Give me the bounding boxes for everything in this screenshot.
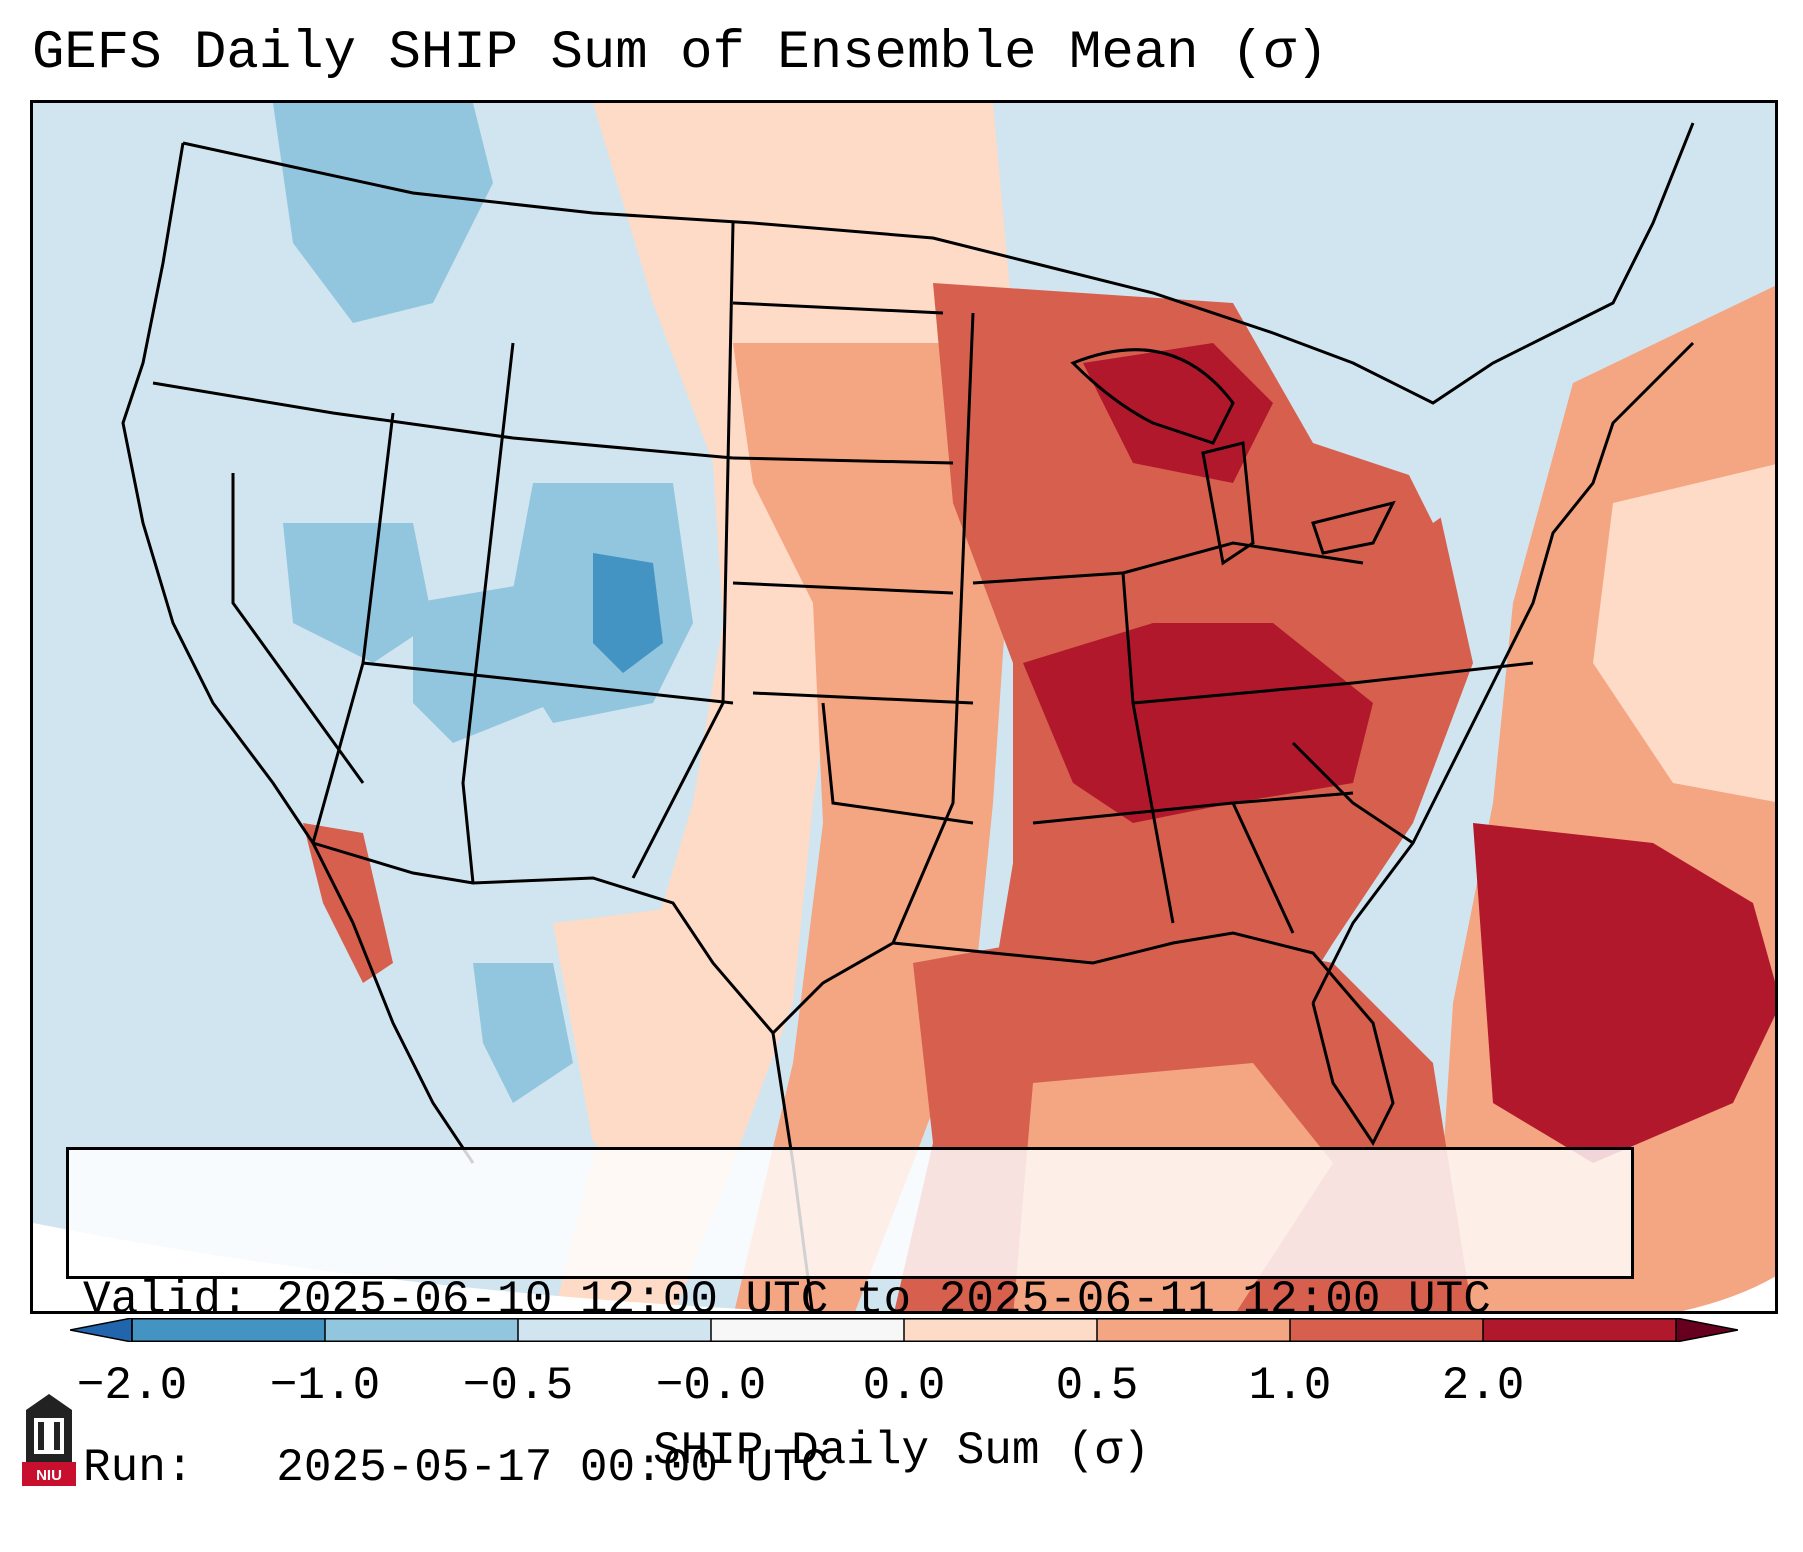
valid-line: Valid: 2025-06-10 12:00 UTC to 2025-06-1… [83,1272,1631,1328]
field-utah-blue [413,583,553,743]
colorbar-over-extension [1675,1318,1738,1342]
field-nevada-blue [283,523,433,663]
projection-edge-right [1682,1276,1775,1311]
valid-value: 2025-06-10 12:00 UTC to 2025-06-11 12:00… [276,1274,1491,1326]
colorbar-segment [711,1318,905,1342]
run-value: 2025-05-17 00:00 UTC [276,1442,829,1494]
logo-text: NIU [36,1467,62,1484]
valid-run-box: Valid: 2025-06-10 12:00 UTC to 2025-06-1… [66,1147,1634,1494]
map-canvas [33,103,1775,1311]
colorbar-tick-label: −0.0 [655,1360,767,1412]
pacific-coast [121,142,315,844]
colorbar-segment [1290,1318,1484,1342]
great-lakes [1070,348,1396,566]
colorbar-segment [1097,1318,1291,1342]
field-baja-red [303,823,393,983]
boundaries [121,122,1695,1311]
field-mexico-light [553,903,753,1163]
colorbar-tick-label: 0.0 [862,1360,946,1412]
colorbar-segment [518,1318,712,1342]
map-title: GEFS Daily SHIP Sum of Ensemble Mean (σ) [32,23,1329,84]
field-colorado-core [593,553,663,673]
field-atlantic-red [1473,823,1775,1163]
run-label: Run: [83,1442,194,1494]
field-dark-red-core [1023,623,1373,823]
colorbar-tick-label: −1.0 [269,1360,381,1412]
colorbar-segment [132,1318,326,1342]
field-mexico-blue [473,963,573,1103]
run-line: Run: 2025-05-17 00:00 UTC [83,1440,1631,1496]
colorbar-tick-label: 1.0 [1248,1360,1332,1412]
colorbar-tick-label: 2.0 [1441,1360,1525,1412]
colorbar-segment [904,1318,1098,1342]
us-mexico-border [312,841,894,1036]
valid-label: Valid: [83,1274,249,1326]
niu-logo: NIU [22,1394,76,1486]
colorbar-segment [1483,1318,1677,1342]
projection-edge [33,1223,780,1311]
us-canada-border [182,122,1695,405]
colorbar [70,1318,1738,1342]
colorbar-tick-label: −2.0 [76,1360,188,1412]
colorbar-tick-label: 0.5 [1055,1360,1139,1412]
anomaly-field [33,103,1775,1311]
map-panel [30,100,1778,1314]
gulf-coast [892,931,1395,1146]
colorbar-tick-label: −0.5 [462,1360,574,1412]
field-northwest-blue [273,103,493,323]
state-lines-east [972,541,1534,934]
field-northeast-blue [1333,103,1683,523]
atlantic-coast [1311,341,1695,1004]
baja-coast [311,842,475,1164]
field-atlantic-light [1593,464,1775,802]
colorbar-under-extension [70,1318,133,1342]
colorbar-label: SHIP Daily Sum (σ) [653,1425,1150,1477]
state-lines-west [152,222,735,884]
state-lines-central [732,301,975,944]
colorbar-segment [325,1318,519,1342]
